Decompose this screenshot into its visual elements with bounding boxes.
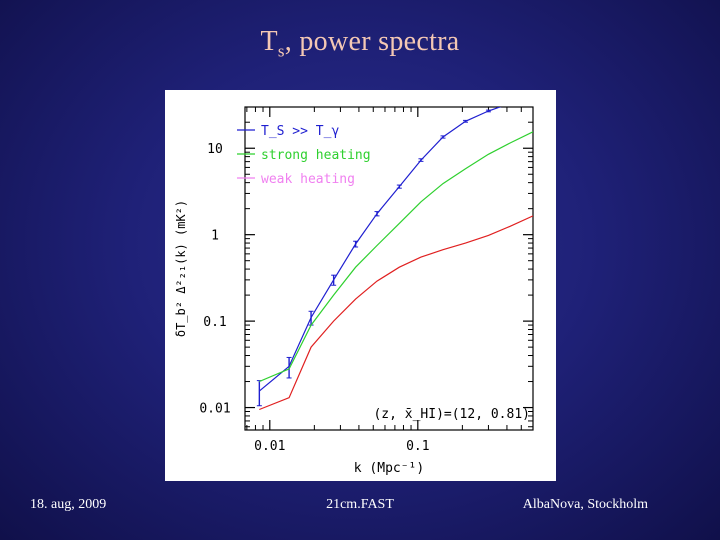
legend-label: weak heating <box>261 172 355 187</box>
x-tick-label: 0.01 <box>254 439 285 454</box>
footer-date: 18. aug, 2009 <box>30 497 107 512</box>
chart-annotation: (z, x̄_HI)=(12, 0.81) <box>373 407 530 422</box>
y-tick-label: 1 <box>211 229 219 244</box>
power-spectrum-plot: 0.01 0.1 0.01 0.1 1 10 k (Mpc⁻¹) δT_b² Δ²₂₁(k) … <box>174 106 534 476</box>
minor-ticks <box>245 106 533 430</box>
series-group <box>256 107 533 411</box>
x-axis-label: k (Mpc⁻¹) <box>354 461 424 476</box>
legend-label: strong heating <box>261 148 371 163</box>
footer-location: AlbaNova, Stockholm <box>522 497 648 512</box>
y-tick-label: 10 <box>207 142 223 157</box>
y-tick-label: 0.1 <box>203 315 226 330</box>
series-line-1 <box>259 131 533 383</box>
legend-label: T_S >> T_γ <box>261 124 339 139</box>
power-spectrum-figure: 0.01 0.1 0.01 0.1 1 10 k (Mpc⁻¹) δT_b² Δ²₂₁(k) … <box>165 90 556 481</box>
series-line-2 <box>259 215 533 411</box>
slide-title: Ts, power spectra <box>260 26 460 61</box>
y-axis-label: δT_b² Δ²₂₁(k) (mK²) <box>174 200 188 337</box>
footer-code-name: 21cm.FAST <box>326 497 394 512</box>
y-tick-label: 0.01 <box>199 402 230 417</box>
x-tick-label: 0.1 <box>406 439 429 454</box>
plot-frame <box>244 106 534 431</box>
